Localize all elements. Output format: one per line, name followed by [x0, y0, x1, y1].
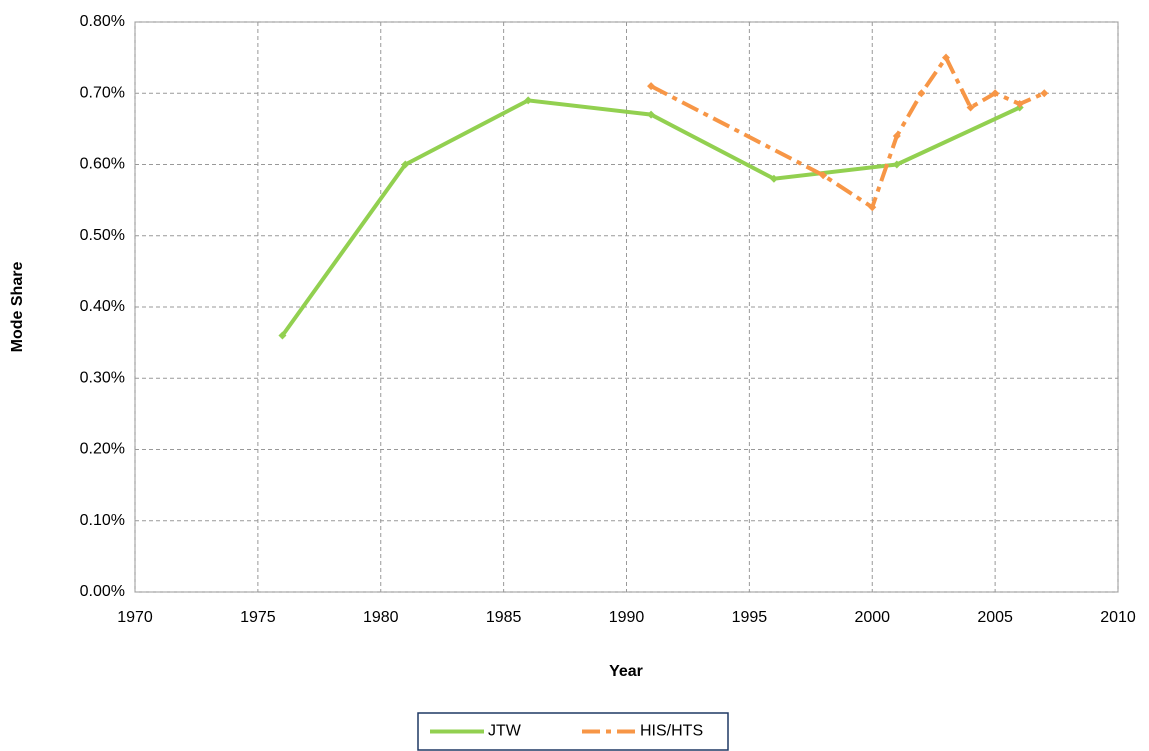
x-tick-label: 1975: [240, 609, 276, 626]
x-axis-label: Year: [609, 663, 643, 680]
y-tick-label: 0.00%: [80, 583, 125, 600]
x-tick-label: 1985: [486, 609, 522, 626]
point: [401, 160, 410, 169]
series-line: [650, 53, 1046, 211]
series-line: [280, 98, 1021, 337]
y-tick-label: 0.40%: [80, 298, 125, 315]
point: [941, 53, 950, 62]
y-axis-label: Mode Share: [9, 262, 26, 353]
point: [1040, 89, 1049, 98]
x-tick-label: 2000: [854, 609, 890, 626]
point: [1015, 99, 1024, 108]
point: [892, 132, 901, 140]
point: [868, 203, 877, 212]
x-tick-label: 2005: [977, 609, 1013, 626]
y-tick-label: 0.80%: [80, 13, 125, 30]
point: [647, 82, 656, 91]
point: [966, 103, 975, 112]
y-tick-label: 0.70%: [80, 84, 125, 101]
point: [917, 89, 926, 98]
y-tick-label: 0.10%: [80, 512, 125, 529]
y-tick-label: 0.20%: [80, 441, 125, 458]
point: [769, 174, 778, 183]
y-tick-label: 0.50%: [80, 227, 125, 244]
x-tick-label: 1980: [363, 609, 399, 626]
point: [991, 89, 1000, 98]
legend-label: HIS/HTS: [640, 723, 703, 740]
y-tick-label: 0.60%: [80, 156, 125, 173]
x-tick-label: 1990: [609, 609, 645, 626]
point: [524, 96, 533, 105]
point: [892, 160, 901, 169]
x-tick-label: 2010: [1100, 609, 1136, 626]
point: [278, 331, 287, 340]
y-tick-label: 0.30%: [80, 369, 125, 386]
x-tick-label: 1995: [732, 609, 768, 626]
point: [819, 171, 828, 180]
x-tick-label: 1970: [117, 609, 153, 626]
legend-label: JTW: [488, 723, 522, 740]
point: [647, 110, 656, 119]
